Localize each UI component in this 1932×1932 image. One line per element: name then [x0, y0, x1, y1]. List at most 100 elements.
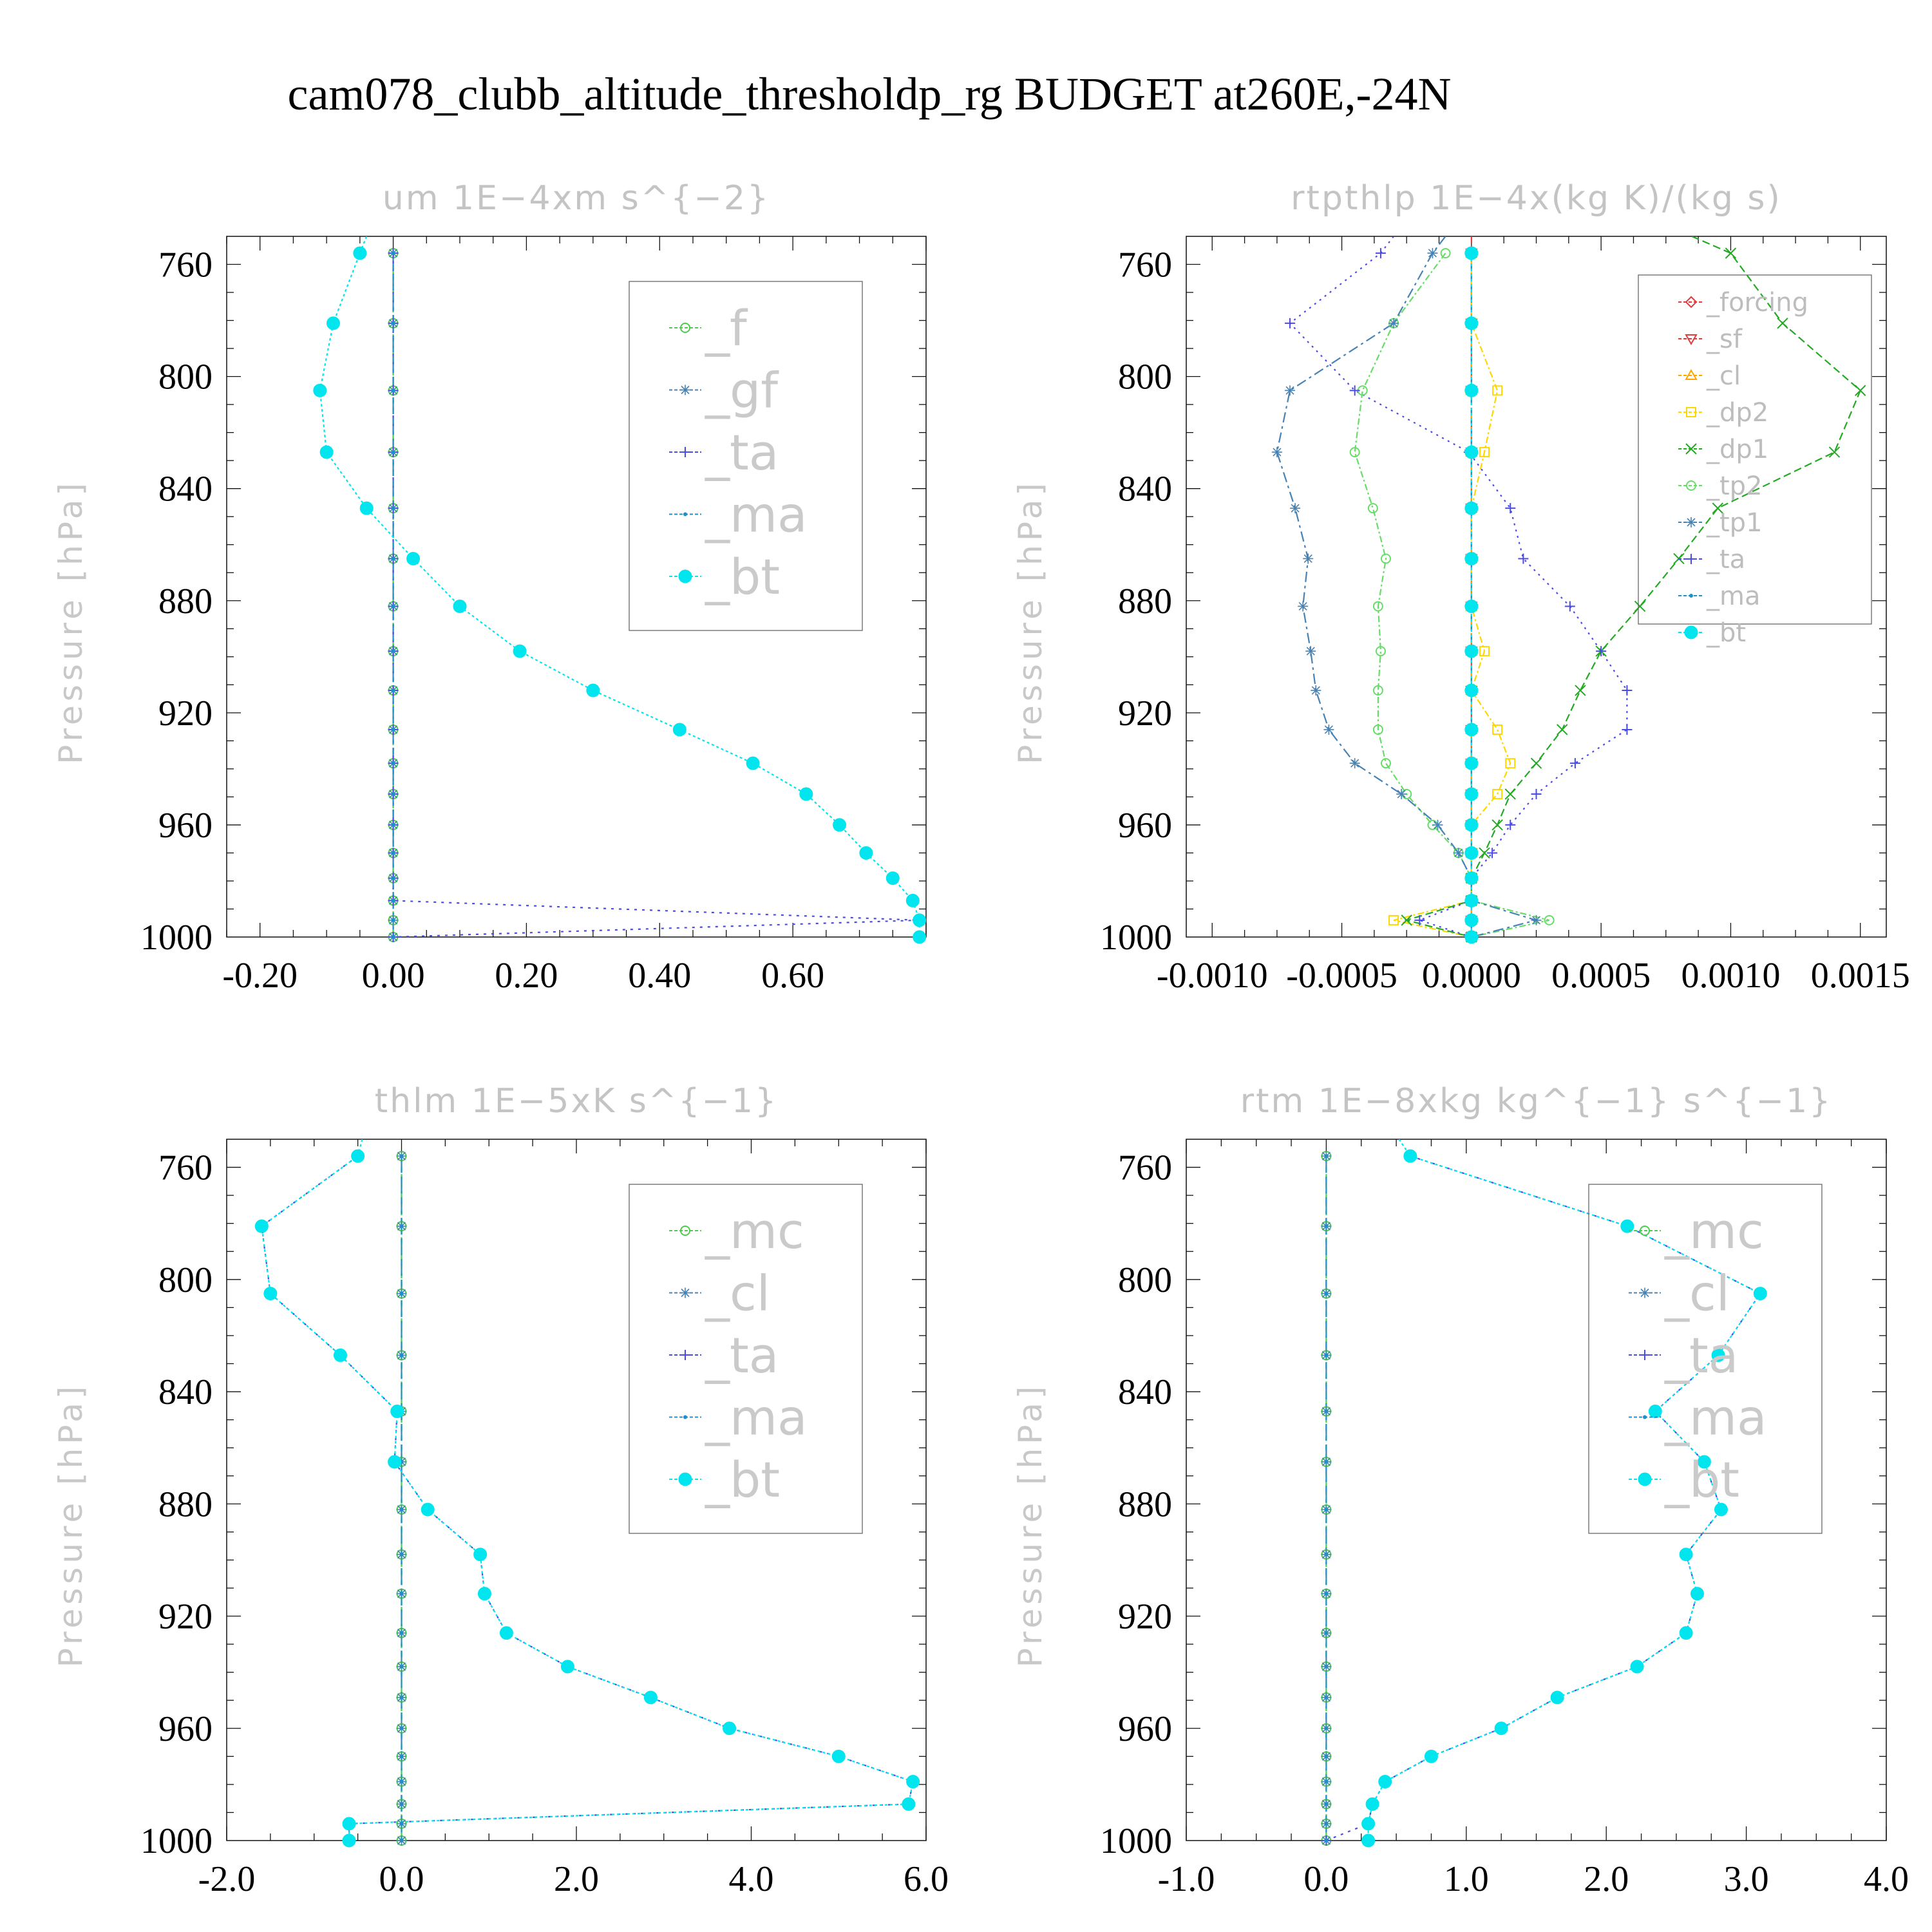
data-point — [1372, 601, 1383, 612]
data-point — [1403, 1149, 1417, 1163]
y-tick-label: 960 — [158, 806, 213, 846]
data-point — [406, 551, 421, 565]
data-point — [1464, 246, 1479, 260]
legend-swatch-marker — [678, 569, 692, 583]
data-point — [1432, 819, 1443, 830]
y-tick-label: 920 — [1118, 1597, 1172, 1637]
series-line — [1354, 252, 1549, 937]
data-point — [1324, 1591, 1329, 1596]
data-point — [1324, 1353, 1329, 1358]
x-tick-label: -2.0 — [198, 1859, 256, 1899]
data-point — [1311, 685, 1321, 696]
panel-subtitle: um 1E−4xm s^{−2} — [383, 179, 770, 218]
legend-swatch-marker — [683, 1415, 687, 1419]
legend: _mc_cl_ta_ma_bt — [1588, 1184, 1823, 1534]
data-point — [391, 604, 395, 609]
y-tick-label: 760 — [158, 245, 213, 285]
data-point — [1620, 1219, 1634, 1233]
series-line — [1393, 253, 1511, 937]
legend-swatch-marker — [1686, 480, 1696, 491]
data-point — [390, 1405, 404, 1419]
data-point — [391, 649, 395, 654]
legend: _mc_cl_ta_ma_bt — [629, 1184, 863, 1534]
data-point — [1323, 724, 1334, 735]
legend-swatch-marker — [1686, 554, 1696, 564]
legend-label: _mc — [705, 1202, 804, 1260]
data-point — [391, 688, 395, 693]
data-point — [399, 1291, 404, 1296]
data-point — [1690, 1587, 1705, 1601]
panel-subtitle: rtm 1E−8xkg kg^{−1} s^{−1} — [1240, 1082, 1833, 1121]
data-point — [1401, 914, 1412, 926]
data-point — [1634, 600, 1646, 612]
data-point — [391, 506, 395, 511]
data-point — [1388, 317, 1399, 328]
data-point — [399, 1591, 404, 1596]
data-point — [1324, 1409, 1329, 1414]
data-point — [1596, 646, 1607, 657]
data-point — [399, 1631, 404, 1635]
y-tick-label: 800 — [1118, 1260, 1172, 1300]
data-point — [254, 1219, 269, 1233]
x-tick-label: 4.0 — [729, 1859, 774, 1899]
data-point — [859, 846, 873, 860]
data-point — [1290, 503, 1301, 514]
data-point — [1464, 787, 1479, 801]
data-point — [1464, 316, 1479, 330]
data-point — [1324, 1802, 1329, 1806]
data-point — [913, 930, 927, 944]
legend-label: _ta — [705, 1327, 779, 1384]
legend-swatch-marker — [1685, 334, 1698, 346]
legend-swatch-marker — [680, 447, 690, 457]
data-point — [499, 1626, 513, 1640]
data-point — [513, 644, 527, 658]
y-tick-label: 1000 — [1100, 918, 1172, 958]
data-point — [391, 761, 395, 766]
data-point — [746, 756, 760, 770]
data-point — [1367, 503, 1378, 514]
x-tick-label: -1.0 — [1158, 1859, 1215, 1899]
data-point — [399, 1802, 404, 1806]
chart-panel: thlm 1E−5xK s^{−1} Pressure [hPa] 760 800 84… — [52, 1082, 949, 1899]
data-point — [399, 1154, 404, 1159]
data-point — [1349, 447, 1360, 458]
legend-swatch-marker — [1640, 1350, 1650, 1360]
legend-swatch-marker — [1686, 407, 1696, 417]
data-point — [421, 1502, 435, 1517]
data-point — [353, 246, 367, 260]
data-point — [473, 1548, 488, 1562]
y-tick-label: 880 — [158, 1484, 213, 1524]
data-point — [1492, 789, 1503, 800]
data-point — [1464, 930, 1479, 944]
legend: _f_gf_ta_ma_bt — [629, 281, 863, 631]
data-point — [833, 818, 847, 832]
data-point — [1375, 248, 1386, 259]
data-point — [902, 1797, 916, 1811]
data-point — [351, 1149, 365, 1163]
data-point — [1622, 724, 1633, 735]
legend-label: _f — [705, 299, 748, 357]
data-point — [477, 1587, 491, 1601]
data-point — [1544, 914, 1555, 925]
legend-label: _bt — [705, 1451, 780, 1508]
data-point — [1324, 1631, 1329, 1635]
data-point — [1303, 553, 1314, 564]
legend-swatch-marker — [1684, 625, 1698, 639]
legend-box — [629, 1184, 863, 1534]
legend-box — [1588, 1184, 1823, 1534]
marker-layer — [254, 1149, 920, 1848]
data-point — [391, 898, 395, 903]
data-point — [399, 1507, 404, 1511]
data-point — [1494, 1721, 1508, 1736]
data-point — [1464, 683, 1479, 697]
y-tick-label: 880 — [1118, 1484, 1172, 1524]
data-point — [906, 1775, 920, 1789]
data-point — [1505, 503, 1516, 514]
data-point — [1464, 818, 1479, 832]
data-point — [1324, 1154, 1329, 1159]
legend: _forcing _sf _cl _dp2 _dp1 _tp2 _tp1 _ta _ma _bt — [1638, 274, 1872, 648]
data-point — [326, 316, 340, 330]
y-tick-label: 960 — [1118, 1709, 1172, 1749]
legend-label: _ta — [1706, 545, 1745, 574]
